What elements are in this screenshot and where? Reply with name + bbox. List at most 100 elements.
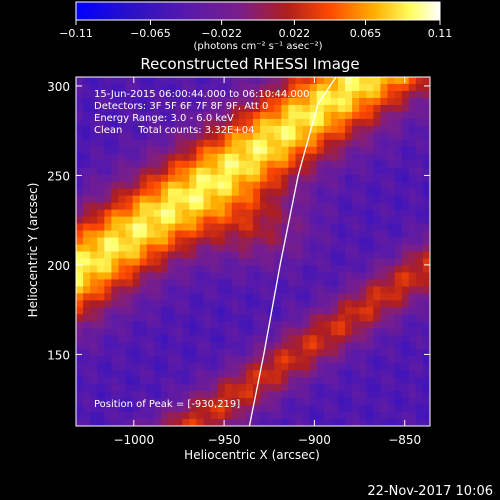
heatmap-cell bbox=[210, 328, 219, 336]
heatmap-cell bbox=[309, 335, 318, 343]
heatmap-cell bbox=[76, 230, 84, 239]
heatmap-cell bbox=[104, 300, 112, 308]
heatmap-cell bbox=[231, 279, 240, 287]
heatmap-cell bbox=[189, 293, 197, 301]
heatmap-cell bbox=[260, 104, 268, 113]
heatmap-cell bbox=[139, 307, 148, 315]
heatmap-cell bbox=[422, 216, 430, 225]
heatmap-cell bbox=[260, 335, 268, 343]
heatmap-cell bbox=[160, 237, 169, 246]
heatmap-cell bbox=[281, 104, 289, 113]
heatmap-cell bbox=[203, 139, 212, 148]
heatmap-cell bbox=[387, 286, 396, 294]
heatmap-cell bbox=[359, 321, 367, 329]
heatmap-cell bbox=[422, 363, 430, 371]
heatmap-cell bbox=[295, 125, 304, 134]
heatmap-cell bbox=[90, 286, 98, 294]
heatmap-cell bbox=[160, 139, 169, 148]
heatmap-cell bbox=[408, 188, 417, 197]
heatmap-cell bbox=[139, 216, 148, 225]
heatmap-cell bbox=[76, 167, 84, 176]
heatmap-cell bbox=[231, 370, 240, 378]
heatmap-cell bbox=[422, 293, 430, 301]
heatmap-cell bbox=[238, 321, 247, 329]
heatmap-cell bbox=[224, 419, 233, 426]
heatmap-cell bbox=[288, 258, 297, 267]
heatmap-cell bbox=[373, 209, 382, 218]
heatmap-cell bbox=[394, 314, 403, 322]
heatmap-cell bbox=[97, 384, 105, 392]
heatmap-cell bbox=[352, 342, 360, 350]
heatmap-cell bbox=[337, 307, 346, 315]
heatmap-cell bbox=[380, 356, 389, 364]
heatmap-cell bbox=[415, 349, 424, 357]
heatmap-cell bbox=[160, 104, 169, 113]
heatmap-cell bbox=[359, 363, 367, 371]
heatmap-cell bbox=[160, 370, 169, 378]
heatmap-cell bbox=[217, 146, 226, 155]
heatmap-cell bbox=[245, 391, 254, 399]
heatmap-cell bbox=[323, 118, 332, 127]
heatmap-cell bbox=[125, 174, 134, 183]
heatmap-cell bbox=[118, 300, 127, 308]
heatmap-cell bbox=[111, 181, 120, 190]
heatmap-cell bbox=[104, 181, 112, 190]
heatmap-cell bbox=[380, 412, 389, 420]
heatmap-cell bbox=[309, 258, 318, 267]
heatmap-cell bbox=[111, 363, 120, 371]
heatmap-cell bbox=[111, 314, 120, 322]
heatmap-cell bbox=[111, 307, 120, 315]
heatmap-cell bbox=[352, 146, 360, 155]
heatmap-cell bbox=[394, 398, 403, 406]
heatmap-cell bbox=[118, 77, 127, 85]
heatmap-cell bbox=[210, 412, 219, 420]
heatmap-cell bbox=[380, 363, 389, 371]
heatmap-cell bbox=[76, 265, 84, 274]
heatmap-cell bbox=[415, 230, 424, 239]
heatmap-cell bbox=[352, 77, 360, 85]
heatmap-cell bbox=[415, 132, 424, 141]
heatmap-cell bbox=[245, 132, 254, 141]
heatmap-cell bbox=[352, 251, 360, 260]
heatmap-cell bbox=[253, 321, 261, 329]
heatmap-cell bbox=[245, 377, 254, 385]
heatmap-cell bbox=[366, 139, 374, 148]
heatmap-cell bbox=[125, 363, 134, 371]
heatmap-cell bbox=[210, 258, 219, 267]
heatmap-cell bbox=[210, 181, 219, 190]
heatmap-cell bbox=[203, 342, 212, 350]
heatmap-cell bbox=[97, 230, 105, 239]
heatmap-cell bbox=[182, 237, 190, 246]
heatmap-cell bbox=[253, 132, 261, 141]
heatmap-cell bbox=[160, 377, 169, 385]
heatmap-cell bbox=[359, 153, 367, 162]
heatmap-cell bbox=[260, 370, 268, 378]
heatmap-cell bbox=[253, 174, 261, 183]
heatmap-cell bbox=[83, 104, 91, 113]
heatmap-cell bbox=[139, 237, 148, 246]
heatmap-cell bbox=[139, 370, 148, 378]
heatmap-cell bbox=[90, 300, 98, 308]
heatmap-cell bbox=[139, 111, 148, 120]
heatmap-cell bbox=[387, 90, 396, 99]
heatmap-cell bbox=[118, 342, 127, 350]
heatmap-cell bbox=[153, 90, 162, 99]
heatmap-cell bbox=[302, 146, 311, 155]
heatmap-cell bbox=[387, 307, 396, 315]
heatmap-cell bbox=[238, 132, 247, 141]
heatmap-cell bbox=[288, 384, 297, 392]
heatmap-cell bbox=[373, 335, 382, 343]
heatmap-cell bbox=[401, 328, 410, 336]
heatmap-cell bbox=[394, 335, 403, 343]
heatmap-cell bbox=[83, 90, 91, 99]
heatmap-cell bbox=[175, 279, 183, 287]
heatmap-cell bbox=[217, 349, 226, 357]
heatmap-cell bbox=[309, 77, 318, 85]
heatmap-cell bbox=[83, 314, 91, 322]
heatmap-cell bbox=[203, 167, 212, 176]
heatmap-cell bbox=[153, 251, 162, 260]
heatmap-cell bbox=[238, 356, 247, 364]
heatmap-cell bbox=[394, 272, 403, 281]
heatmap-cell bbox=[337, 223, 346, 232]
heatmap-cell bbox=[210, 251, 219, 260]
